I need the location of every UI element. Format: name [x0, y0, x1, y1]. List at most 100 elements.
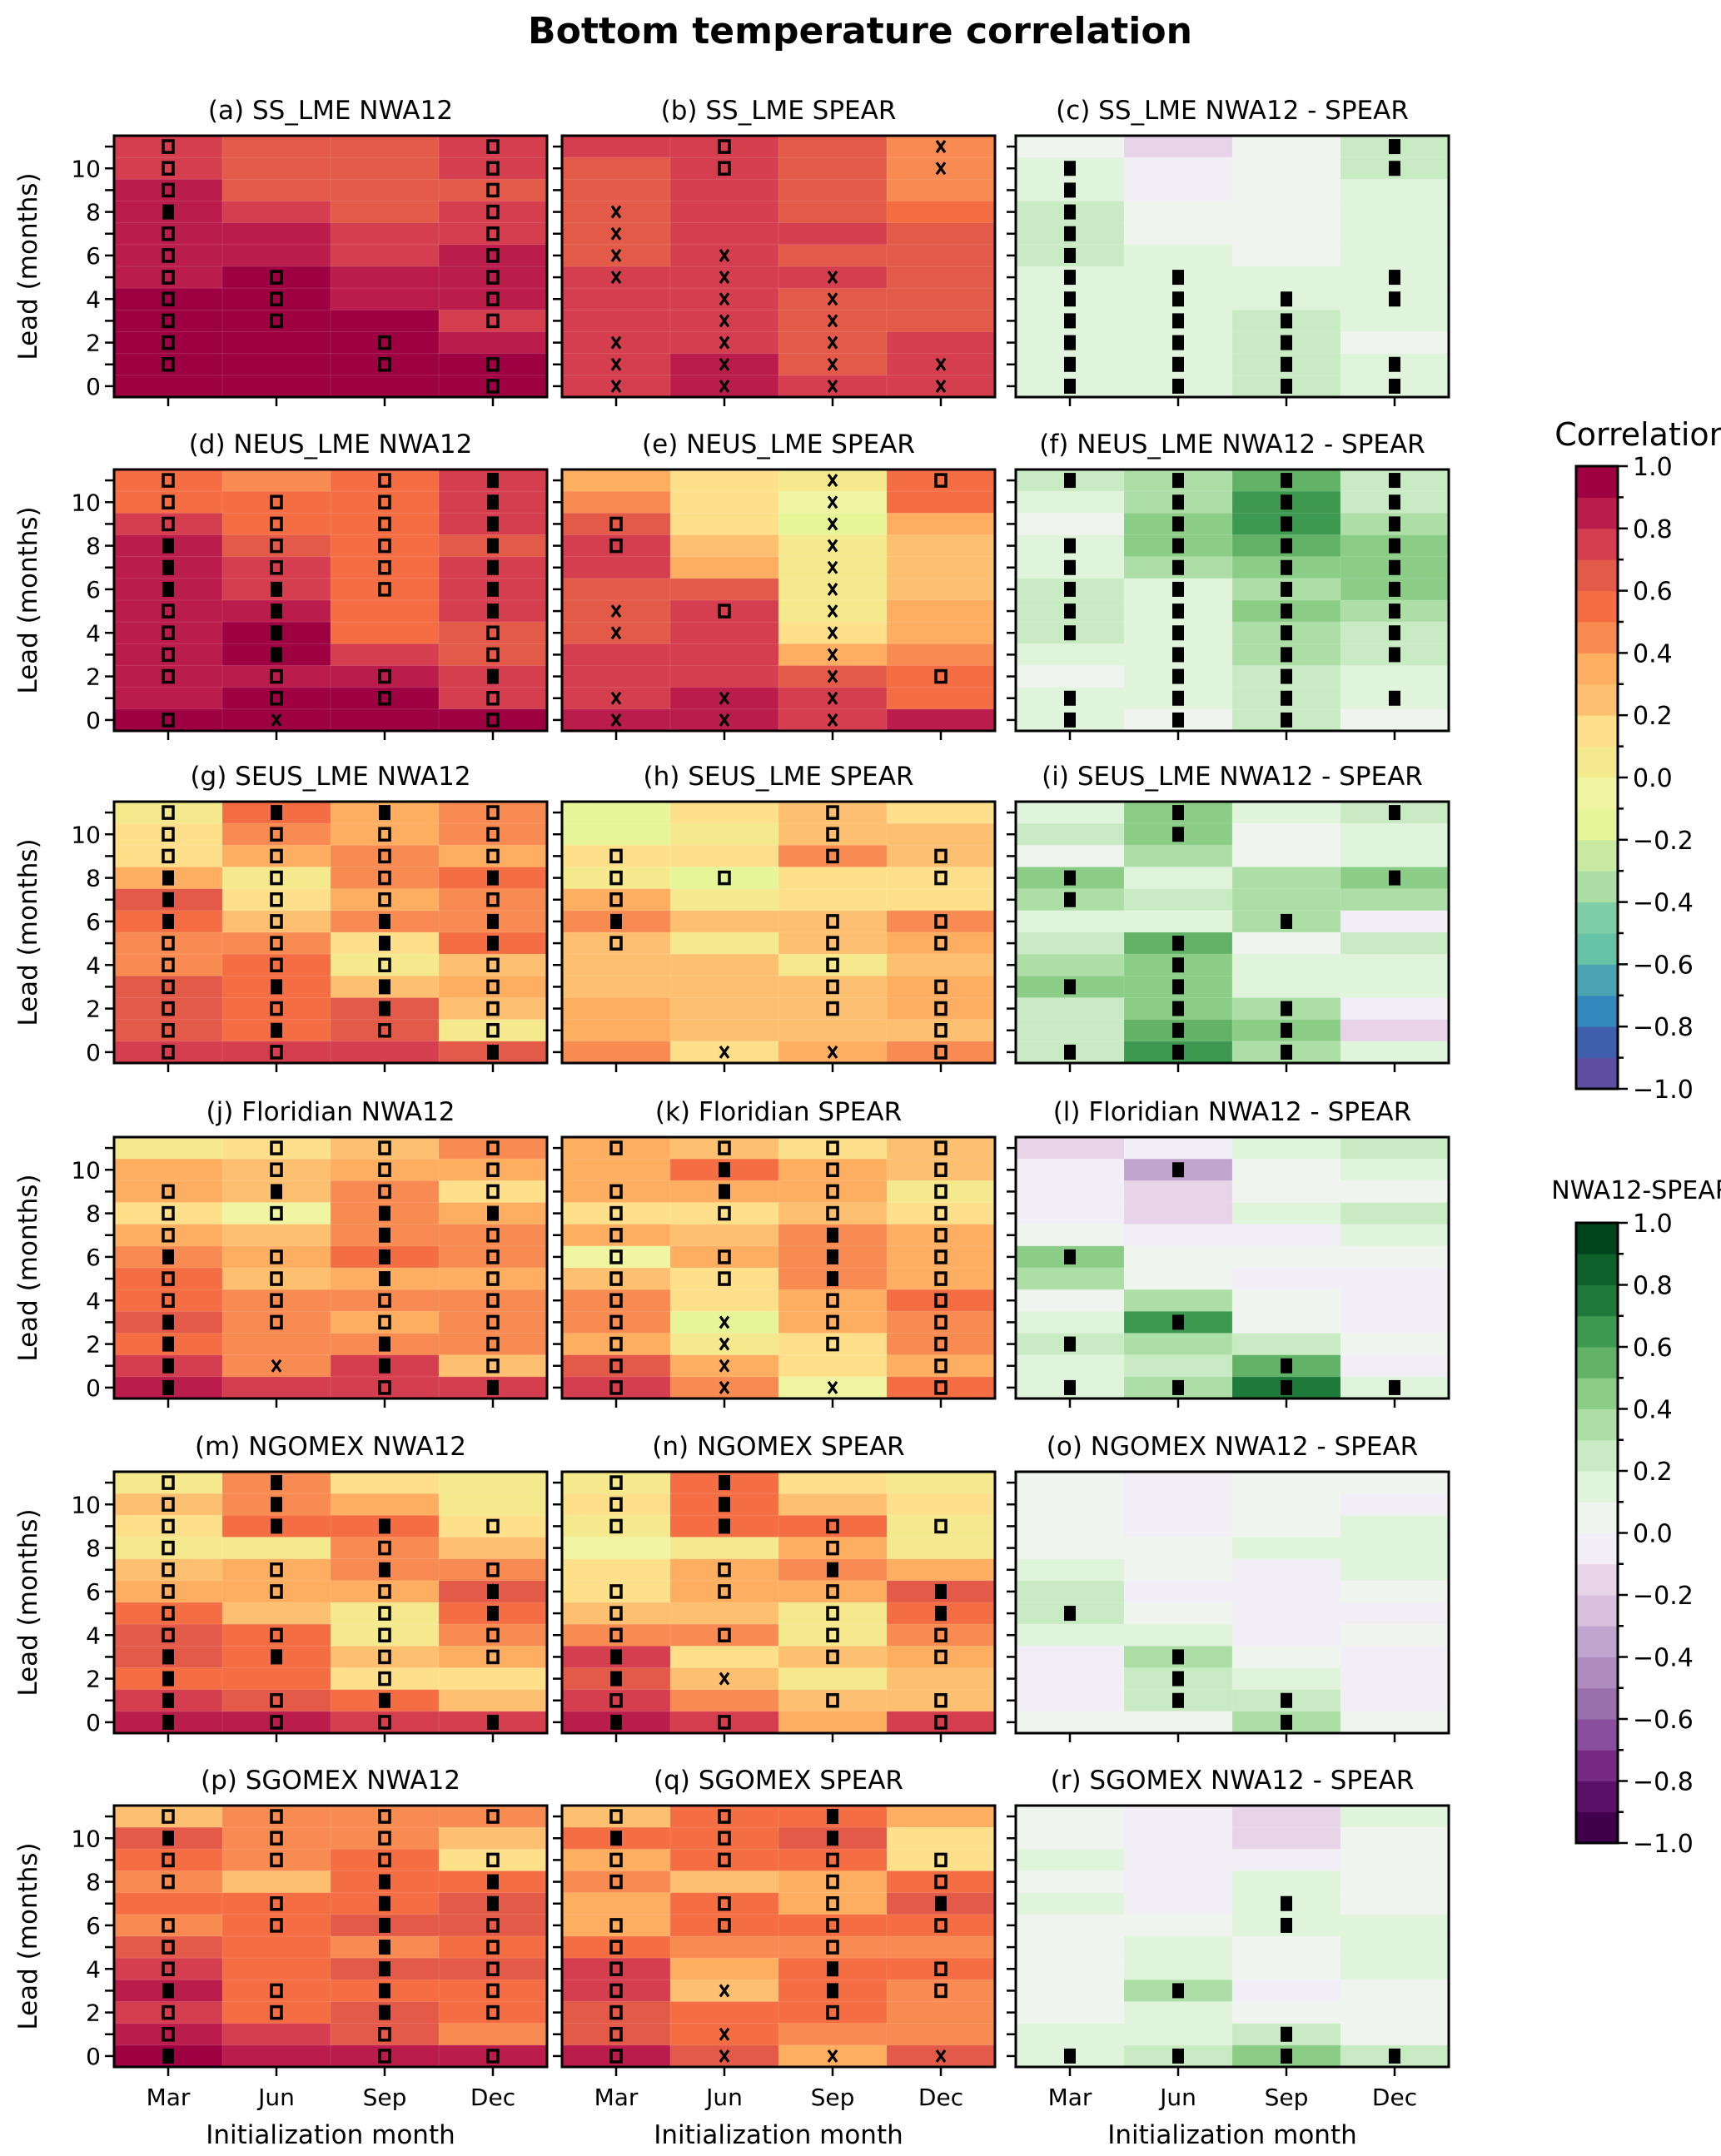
heatmap-cell: [886, 867, 996, 890]
marker-hollow-square: [486, 1518, 500, 1534]
colorbar-tick-label: −0.4: [1633, 1644, 1694, 1673]
heatmap-cell: [561, 867, 671, 890]
marker-filled-square: [487, 870, 499, 886]
heatmap-cell: [438, 708, 548, 732]
heatmap-cell: [330, 1158, 440, 1182]
heatmap-cell: [330, 512, 440, 536]
marker-filled-square: [379, 1895, 390, 1911]
heatmap-cell: [886, 222, 996, 246]
marker-hollow-square: [378, 2027, 391, 2042]
marker-hollow-square: [486, 357, 500, 372]
marker-hollow-square: [162, 1023, 175, 1038]
marker-filled-square: [1281, 1895, 1292, 1911]
heatmap-cell: [669, 822, 779, 847]
marker-hollow-square: [270, 313, 283, 329]
marker-hollow-square: [378, 582, 391, 597]
heatmap-cell: [669, 665, 779, 688]
marker-hollow-square: [826, 1940, 839, 1955]
marker-filled-square: [935, 1606, 947, 1622]
marker-filled-square: [487, 1044, 499, 1060]
marker-hollow-square: [934, 1184, 948, 1200]
heatmap-cell: [438, 1245, 548, 1269]
heatmap-cell: [113, 1471, 223, 1495]
colorbar-bin: [1576, 1284, 1618, 1317]
heatmap-cell: [1015, 1580, 1125, 1604]
heatmap-cell: [113, 2001, 223, 2024]
marker-filled-square: [1281, 690, 1292, 706]
marker-filled-square: [1064, 204, 1076, 220]
colorbar-bin: [1576, 1347, 1618, 1379]
marker-hollow-square: [934, 1162, 948, 1177]
colorbar-bin: [1576, 466, 1618, 498]
marker-hollow-square: [934, 1359, 948, 1374]
marker-hollow-square: [270, 668, 283, 684]
heatmap-cell: [1340, 201, 1450, 224]
marker-hollow-square: [826, 805, 839, 820]
heatmap-cell: [221, 222, 331, 246]
heatmap-cell: [330, 2044, 440, 2068]
heatmap-cell: [1123, 1957, 1233, 1981]
marker-cross: [827, 292, 838, 306]
heatmap-cell: [778, 1870, 888, 1894]
heatmap-cell: [1015, 931, 1125, 956]
marker-filled-square: [1172, 1649, 1184, 1665]
heatmap-cell: [330, 1711, 440, 1734]
colorbar-bin: [1576, 1471, 1618, 1503]
heatmap-cell: [113, 975, 223, 999]
heatmap-cell: [561, 309, 671, 333]
marker-hollow-square: [486, 691, 500, 706]
marker-filled-square: [1172, 957, 1184, 973]
heatmap-cell: [1231, 178, 1341, 202]
heatmap-cell: [561, 1979, 671, 2003]
marker-hollow-square: [486, 1184, 500, 1200]
marker-hollow-square: [486, 848, 500, 864]
heatmap-cell: [886, 512, 996, 536]
marker-filled-square: [935, 1895, 947, 1911]
x-tick-label: Mar: [594, 2084, 639, 2111]
heatmap-cell: [561, 156, 671, 181]
heatmap-cell: [1340, 244, 1450, 268]
heatmap-cell: [669, 1711, 779, 1734]
heatmap-cell: [438, 1558, 548, 1582]
heatmap-cell: [438, 997, 548, 1021]
heatmap-cell: [669, 469, 779, 493]
heatmap-cell: [1340, 953, 1450, 977]
heatmap-cell: [561, 1514, 671, 1538]
heatmap-cell: [221, 556, 331, 579]
marker-hollow-square: [718, 1831, 731, 1846]
heatmap-cell: [330, 1645, 440, 1669]
heatmap-cell: [113, 244, 223, 268]
y-tick-label: 8: [86, 1535, 101, 1562]
marker-hollow-square: [270, 1584, 283, 1599]
marker-filled-square: [1172, 668, 1184, 684]
heatmap-cell: [330, 1180, 440, 1204]
heatmap-cell: [1123, 2023, 1233, 2046]
heatmap-cell: [113, 178, 223, 202]
panel-r: (r) SGOMEX NWA12 - SPEAR Mar Jun Sep Dec Init…: [1007, 1766, 1450, 2150]
marker-filled-square: [1389, 378, 1400, 394]
heatmap-cell: [561, 888, 671, 912]
x-tick-label: Jun: [704, 2084, 743, 2111]
y-axis-label: Lead (months): [13, 1508, 43, 1696]
marker-hollow-square: [486, 647, 500, 663]
y-tick-label: 10: [71, 489, 101, 516]
marker-hollow-square: [486, 957, 500, 972]
heatmap-cell: [330, 708, 440, 732]
heatmap-cell: [221, 953, 331, 977]
colorbar-bin: [1576, 1026, 1618, 1059]
heatmap-cell: [669, 1202, 779, 1225]
marker-cross: [719, 335, 730, 350]
heatmap-cell: [221, 1957, 331, 1981]
heatmap-cell: [113, 1180, 223, 1204]
marker-filled-square: [1064, 1249, 1076, 1264]
heatmap-cell: [221, 1537, 331, 1560]
x-axis-label: Initialization month: [1107, 2120, 1357, 2150]
marker-cross: [271, 713, 282, 727]
heatmap-cell: [886, 844, 996, 868]
marker-hollow-square: [162, 1961, 175, 1976]
heatmap-cell: [886, 556, 996, 579]
heatmap-cell: [330, 1019, 440, 1042]
colorbar-tick-label: 0.8: [1633, 515, 1673, 544]
heatmap-cell: [1015, 1805, 1125, 1829]
heatmap-cell: [669, 1892, 779, 1915]
